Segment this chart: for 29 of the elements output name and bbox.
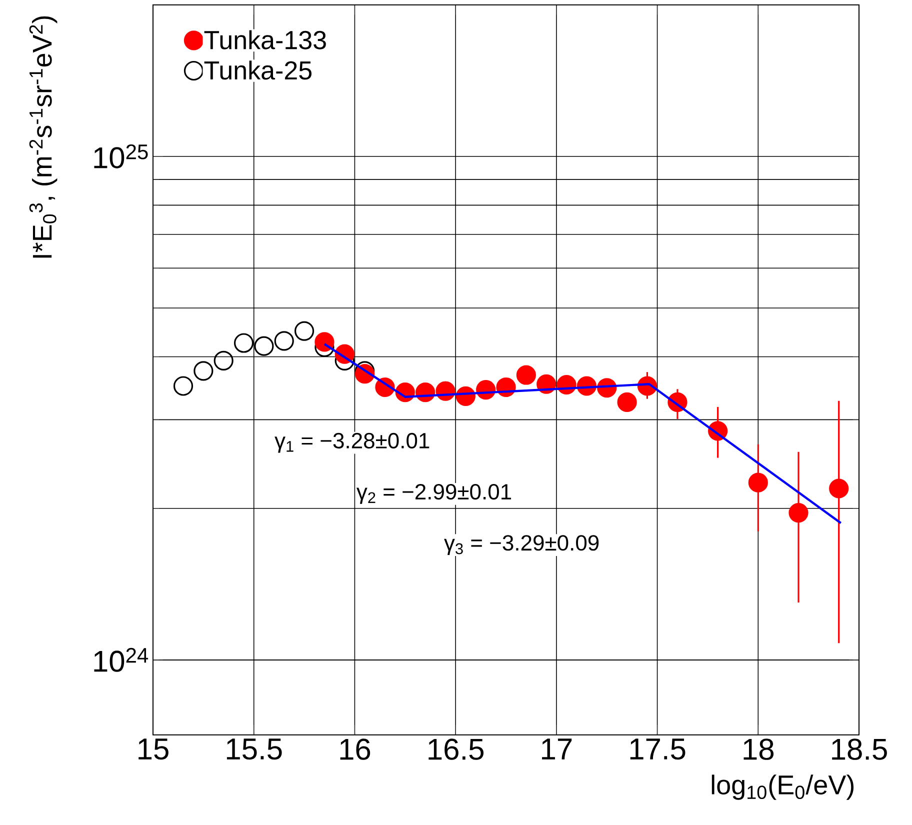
y-tick-label: 10$^{25}$ <box>94 144 148 168</box>
y-tick-label: 10$^{24}$ <box>94 648 148 672</box>
x-tick-label: 18 <box>744 738 774 760</box>
x-tick-label: 16 <box>340 738 370 760</box>
point <box>314 332 334 352</box>
annotation: γ$_{1}$ = −3.28±0.01 <box>274 432 430 453</box>
annotation: γ$_{3}$ = −3.29±0.09 <box>444 535 599 555</box>
point <box>254 336 274 356</box>
point <box>194 361 214 381</box>
point <box>788 502 808 523</box>
x-axis-title: log$_{10}$(E$_{0}$/eV) <box>712 774 854 800</box>
point <box>516 365 536 385</box>
x-tick-label: 16.5 <box>428 738 484 760</box>
point <box>234 333 254 353</box>
point <box>214 350 234 370</box>
annotation: γ$_{2}$ = −2.99±0.01 <box>356 484 512 504</box>
x-tick-label: 17 <box>542 738 572 760</box>
point <box>617 392 637 412</box>
point <box>274 331 294 351</box>
text: I*E$_{0}$$^{3}$, (m$^{-2}$s$^{-1}$sr$^{-1}$eV$^{2}$) <box>29 16 58 258</box>
point <box>173 376 194 396</box>
x-tick-label: 15.5 <box>226 738 282 760</box>
x-tick-label: 17.5 <box>630 738 686 760</box>
x-tick-label: 18.5 <box>832 738 887 760</box>
x-tick-label: 15 <box>138 738 168 760</box>
point <box>748 472 768 492</box>
legend-label: Tunka-133 <box>204 30 326 50</box>
legend-label: Tunka-25 <box>204 60 312 80</box>
point <box>294 321 314 341</box>
